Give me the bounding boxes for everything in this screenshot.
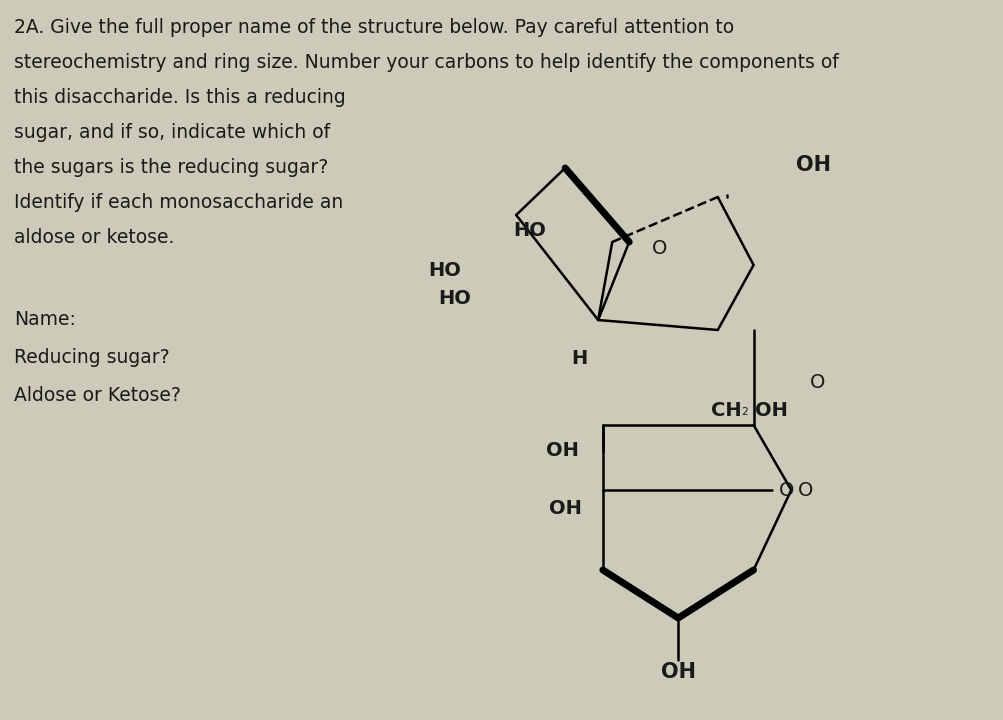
Text: OH: OH — [795, 155, 830, 175]
Text: H: H — [571, 348, 587, 367]
Text: OH: OH — [754, 400, 787, 420]
Text: O: O — [651, 238, 666, 258]
Text: HO: HO — [513, 220, 546, 240]
Text: stereochemistry and ring size. Number your carbons to help identify the componen: stereochemistry and ring size. Number yo… — [14, 53, 839, 72]
Text: OH: OH — [660, 662, 695, 682]
Text: 2A. Give the full proper name of the structure below. Pay careful attention to: 2A. Give the full proper name of the str… — [14, 18, 733, 37]
Text: Reducing sugar?: Reducing sugar? — [14, 348, 170, 367]
Text: O: O — [797, 480, 812, 500]
Text: Name:: Name: — [14, 310, 76, 329]
Text: sugar, and if so, indicate which of: sugar, and if so, indicate which of — [14, 123, 330, 142]
Text: HO: HO — [437, 289, 470, 307]
Text: O: O — [809, 372, 824, 392]
Text: CH: CH — [710, 400, 741, 420]
Text: the sugars is the reducing sugar?: the sugars is the reducing sugar? — [14, 158, 328, 177]
Text: O: O — [778, 480, 793, 500]
Text: Aldose or Ketose?: Aldose or Ketose? — [14, 386, 181, 405]
Text: Identify if each monosaccharide an: Identify if each monosaccharide an — [14, 193, 343, 212]
Text: OH: OH — [546, 441, 579, 459]
Text: aldose or ketose.: aldose or ketose. — [14, 228, 175, 247]
Text: $_2$: $_2$ — [740, 402, 748, 418]
Text: this disaccharide. Is this a reducing: this disaccharide. Is this a reducing — [14, 88, 346, 107]
Text: OH: OH — [549, 498, 582, 518]
Text: HO: HO — [428, 261, 461, 279]
